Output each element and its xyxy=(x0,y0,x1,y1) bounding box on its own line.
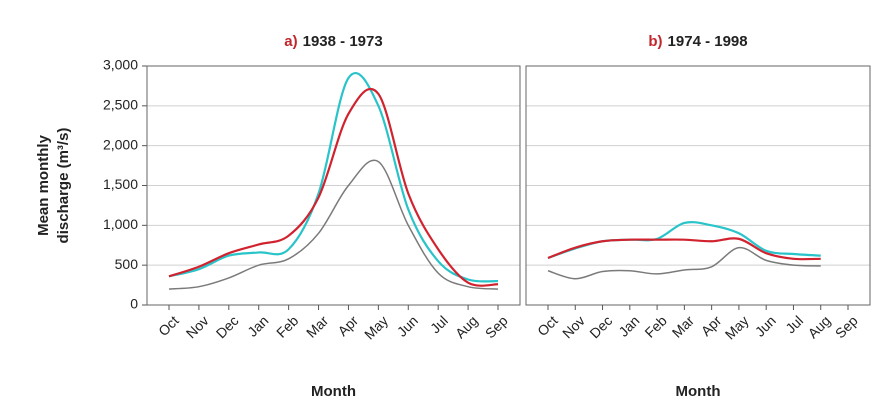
title-text: 1974 - 1998 xyxy=(668,33,748,50)
x-tick-label: May xyxy=(722,312,752,342)
x-tick-label: Feb xyxy=(641,312,670,341)
x-axis-label: Month xyxy=(676,383,721,400)
x-tick-label: Jan xyxy=(244,312,271,339)
x-tick-label: Dec xyxy=(586,312,615,341)
x-tick-label: Aug xyxy=(452,312,481,341)
x-tick-label: Nov xyxy=(183,312,212,341)
y-tick-label: 2,500 xyxy=(103,97,138,113)
y-tick-label: 0 xyxy=(130,296,138,312)
series-line xyxy=(168,159,499,290)
y-tick-label: 1,000 xyxy=(103,216,138,232)
y-axis-label: Mean monthly xyxy=(35,134,52,235)
y-tick-label: 1,500 xyxy=(103,176,138,192)
x-tick-label: Oct xyxy=(534,312,561,339)
x-tick-label: Aug xyxy=(805,312,834,341)
y-tick-label: 500 xyxy=(115,256,139,272)
x-tick-label: Jul xyxy=(782,312,806,336)
x-tick-label: Jul xyxy=(427,312,451,336)
x-tick-label: Jun xyxy=(394,312,421,339)
x-tick-label: Apr xyxy=(698,312,725,339)
x-tick-label: Oct xyxy=(155,312,182,339)
title-label: b) xyxy=(648,33,662,50)
x-tick-label: May xyxy=(361,312,391,342)
x-tick-label: Jan xyxy=(615,312,642,339)
x-tick-label: Sep xyxy=(832,312,861,341)
x-tick-label: Apr xyxy=(334,312,361,339)
series-line xyxy=(547,237,821,261)
series-line xyxy=(547,246,821,280)
title-text: 1938 - 1973 xyxy=(303,33,383,50)
series-line xyxy=(168,87,499,287)
plot-frame xyxy=(525,65,871,306)
y-axis-label: discharge (m³/s) xyxy=(55,128,72,244)
x-tick-label: Feb xyxy=(273,312,302,341)
x-tick-label: Nov xyxy=(559,312,588,341)
title-label: a) xyxy=(284,33,297,50)
series-line xyxy=(168,71,499,283)
x-tick-label: Mar xyxy=(303,312,332,341)
plot-frame xyxy=(146,65,521,306)
x-tick-label: Dec xyxy=(213,312,242,341)
x-axis-label: Month xyxy=(311,383,356,400)
x-tick-label: Mar xyxy=(669,312,698,341)
x-tick-label: Sep xyxy=(482,312,511,341)
y-tick-label: 3,000 xyxy=(103,57,138,73)
x-tick-label: Jun xyxy=(752,312,779,339)
y-tick-label: 2,000 xyxy=(103,136,138,152)
chart-title: a) 1938 - 1973 xyxy=(284,33,382,50)
chart-title: b) 1974 - 1998 xyxy=(648,33,747,50)
